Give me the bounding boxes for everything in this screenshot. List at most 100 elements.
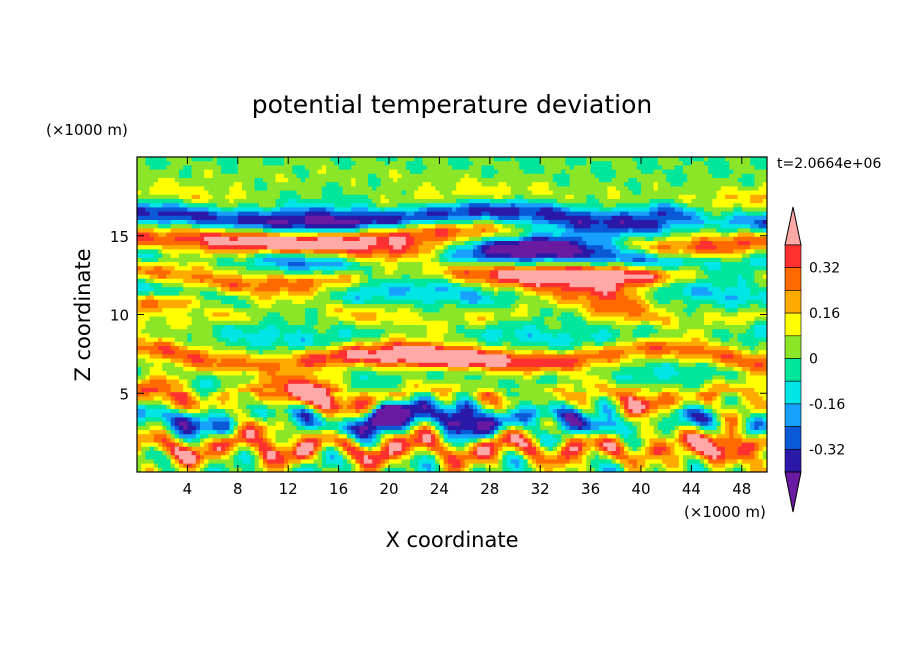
heatmap-cell: [187, 224, 193, 229]
heatmap-cell: [510, 161, 516, 166]
heatmap-cell: [699, 220, 705, 225]
heatmap-cell: [674, 194, 680, 200]
heatmap-cell: [187, 182, 193, 187]
heatmap-cell: [683, 190, 688, 196]
heatmap-cell: [502, 249, 508, 255]
heatmap-cell: [704, 161, 709, 166]
heatmap-cell: [258, 236, 264, 242]
heatmap-cell: [569, 161, 575, 166]
heatmap-cell: [733, 182, 739, 187]
heatmap-cell: [620, 236, 625, 242]
heatmap-cell: [620, 215, 625, 221]
heatmap-cell: [624, 232, 629, 238]
heatmap-cell: [158, 228, 163, 234]
heatmap-cell: [292, 199, 298, 204]
heatmap-cell: [687, 228, 692, 234]
heatmap-cell: [704, 245, 709, 250]
heatmap-cell: [212, 253, 218, 259]
heatmap-cell: [536, 178, 541, 183]
heatmap-cell: [305, 245, 310, 250]
heatmap-cell: [552, 186, 558, 192]
heatmap-cell: [296, 190, 302, 196]
heatmap-cell: [590, 161, 596, 166]
heatmap-cell: [187, 262, 193, 267]
heatmap-cell: [691, 224, 697, 229]
heatmap-cell: [275, 270, 281, 276]
heatmap-cell: [221, 169, 226, 175]
heatmap-cell: [494, 220, 499, 225]
heatmap-cell: [523, 169, 529, 175]
heatmap-cell: [460, 215, 466, 221]
heatmap-cell: [221, 203, 226, 208]
heatmap-cell: [195, 165, 201, 171]
heatmap-cell: [170, 262, 176, 267]
heatmap-cell: [510, 249, 516, 255]
heatmap-cell: [536, 199, 541, 204]
heatmap-cell: [279, 178, 285, 183]
heatmap-cell: [439, 203, 445, 208]
heatmap-cell: [670, 224, 676, 229]
heatmap-cell: [170, 190, 176, 196]
heatmap-cell: [569, 236, 575, 242]
heatmap-cell: [523, 278, 529, 284]
heatmap-cell: [485, 199, 491, 204]
heatmap-cell: [720, 291, 726, 297]
heatmap-cell: [666, 274, 671, 280]
heatmap-cell: [439, 207, 445, 213]
heatmap-cell: [317, 173, 323, 179]
heatmap-cell: [380, 278, 386, 284]
heatmap-cell: [305, 262, 310, 267]
heatmap-cell: [758, 249, 764, 255]
heatmap-cell: [284, 241, 289, 246]
heatmap-cell: [725, 257, 730, 263]
heatmap-cell: [611, 266, 617, 271]
heatmap-cell: [594, 291, 600, 297]
heatmap-cell: [271, 203, 277, 208]
heatmap-cell: [636, 220, 642, 225]
heatmap-cell: [279, 220, 285, 225]
heatmap-cell: [464, 232, 470, 238]
heatmap-cell: [393, 220, 398, 225]
heatmap-cell: [166, 253, 172, 259]
heatmap-cell: [695, 253, 701, 259]
heatmap-cell: [254, 220, 260, 225]
heatmap-cell: [611, 194, 617, 200]
heatmap-cell: [368, 283, 373, 288]
heatmap-cell: [460, 157, 466, 162]
heatmap-cell: [657, 199, 663, 204]
heatmap-cell: [191, 190, 197, 196]
heatmap-cell: [162, 178, 167, 183]
heatmap-cell: [548, 274, 554, 280]
heatmap-cell: [561, 207, 566, 213]
heatmap-cell: [137, 194, 142, 200]
heatmap-cell: [233, 194, 239, 200]
heatmap-cell: [746, 173, 751, 179]
heatmap-cell: [263, 190, 268, 196]
heatmap-cell: [473, 236, 478, 242]
heatmap-cell: [649, 245, 655, 250]
heatmap-cell: [405, 215, 411, 221]
heatmap-cell: [573, 178, 579, 183]
heatmap-cell: [401, 232, 407, 238]
heatmap-cell: [674, 161, 680, 166]
heatmap-cell: [531, 283, 537, 288]
heatmap-cell: [187, 291, 193, 297]
heatmap-cell: [737, 194, 743, 200]
heatmap-cell: [195, 266, 201, 271]
heatmap-cell: [515, 190, 520, 196]
heatmap-cell: [481, 194, 487, 200]
heatmap-cell: [523, 245, 529, 250]
heatmap-cell: [145, 157, 151, 162]
heatmap-cell: [485, 173, 491, 179]
heatmap-cell: [170, 173, 176, 179]
heatmap-cell: [578, 262, 583, 267]
heatmap-cell: [477, 161, 482, 166]
heatmap-cell: [292, 228, 298, 234]
heatmap-cell: [246, 245, 251, 250]
heatmap-cell: [599, 283, 604, 288]
heatmap-cell: [670, 278, 676, 284]
heatmap-cell: [569, 253, 575, 259]
heatmap-cell: [254, 249, 260, 255]
heatmap-cell: [620, 203, 625, 208]
heatmap-cell: [477, 169, 482, 175]
